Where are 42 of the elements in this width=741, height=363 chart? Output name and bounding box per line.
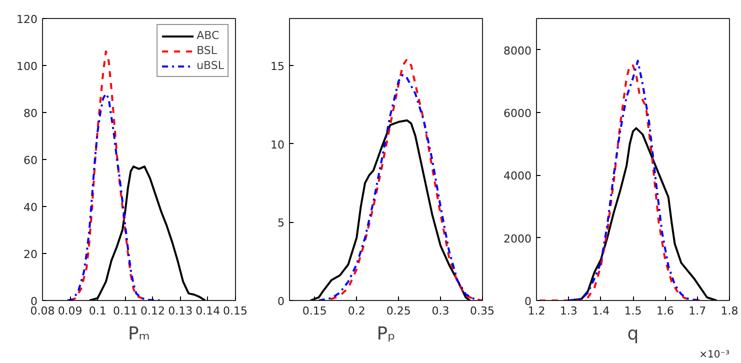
y-tick-label: 60 [24,154,38,167]
x-tick-label: 0.14 [196,304,220,318]
y-tick-label: 100 [16,60,38,73]
x-tick-label: 1.5 [624,304,642,318]
line-series [568,60,698,300]
x-tick-label: 0.12 [140,304,166,318]
x-axis-title: Pₚ [376,324,396,344]
y-tick-label: 80 [24,107,38,120]
y-tick-label: 120 [16,13,38,26]
x-axis-title: Pₘ [128,324,150,344]
y-tick-label: 15 [270,60,285,73]
x-tick-label: 1.6 [656,304,674,318]
x-tick-label: 0.3 [432,304,450,318]
legend-label: BSL [196,44,218,57]
x-tick-label: 0.15 [302,304,327,318]
y-tick-label: 8000 [504,44,532,58]
x-tick-label: 0.15 [223,304,248,318]
x-tick-label: 1.4 [592,304,610,318]
text: ×10⁻³ [699,350,730,360]
x-tick-label: 0.25 [386,304,411,318]
x-tick-label: 0.11 [112,304,138,318]
x-tick-label: 0.1 [88,304,106,318]
x-tick-label: 0.09 [58,304,82,318]
x-tick-label: 0.35 [470,304,495,318]
y-tick-label: 6000 [504,107,532,120]
x-axis-title: q [627,324,639,344]
x-tick-label: 0.13 [168,304,193,318]
y-tick-label: 2000 [504,232,532,246]
y-tick-label: 5 [278,216,284,230]
line-series [538,64,702,300]
x-tick-label: 1.8 [720,304,738,318]
legend-label: uBSL [196,59,224,72]
y-tick-label: 40 [24,201,38,214]
y-tick-label: 0 [278,295,284,308]
y-tick-label: 4000 [504,170,532,183]
x-tick-label: 1.3 [560,304,578,318]
y-tick-label: 10 [270,138,285,152]
line-series [66,92,162,300]
legend-label: ABC [196,29,220,42]
x-tick-label: 0.2 [348,304,366,318]
y-tick-label: 20 [24,248,38,261]
x-tick-label: 1.7 [688,304,706,318]
